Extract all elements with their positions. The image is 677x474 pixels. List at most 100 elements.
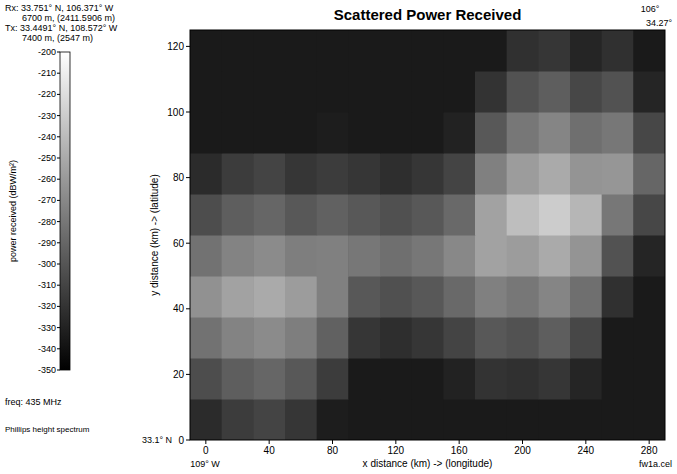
- heatmap-cell: [222, 71, 254, 113]
- heatmap-cell: [443, 317, 475, 359]
- heatmap-cell: [285, 194, 317, 236]
- y-tick-label: 120: [167, 41, 184, 52]
- heatmap-cell: [317, 194, 349, 236]
- heatmap-cell: [253, 153, 285, 195]
- heatmap-cell: [570, 153, 602, 195]
- heatmap-cell: [475, 112, 507, 154]
- heatmap-cell: [633, 358, 665, 400]
- colorbar-tick: [57, 327, 60, 328]
- heatmap-cell: [222, 399, 254, 440]
- x-tick-label: 200: [514, 445, 531, 456]
- heatmap-cell: [253, 358, 285, 400]
- colorbar-tick-label: -250: [38, 153, 56, 163]
- heatmap-cell: [380, 276, 412, 318]
- colorbar-tick: [57, 158, 60, 159]
- heatmap-cell: [412, 112, 444, 154]
- heatmap-cell: [602, 358, 634, 400]
- colorbar-tick: [57, 242, 60, 243]
- x-tick: [395, 440, 396, 444]
- x-tick: [332, 440, 333, 444]
- title: Scattered Power Received: [334, 6, 522, 23]
- heatmap-cell: [475, 399, 507, 440]
- heatmap-cell: [538, 112, 570, 154]
- heatmap-cell: [602, 194, 634, 236]
- x-tick-label: 0: [203, 445, 209, 456]
- heatmap-cell: [507, 30, 539, 72]
- heatmap-cell: [222, 112, 254, 154]
- heatmap-cell: [412, 30, 444, 72]
- colorbar-tick-label: -310: [38, 280, 56, 290]
- heatmap-cell: [317, 112, 349, 154]
- colorbar-tick-label: -200: [38, 47, 56, 57]
- colorbar-tick: [57, 370, 60, 371]
- heatmap-cell: [507, 71, 539, 113]
- heatmap-cell: [570, 317, 602, 359]
- heatmap-cell: [602, 30, 634, 72]
- y-tick: [186, 243, 190, 244]
- heatmap-cell: [538, 235, 570, 277]
- heatmap-cell: [348, 399, 380, 440]
- heatmap-cell: [190, 194, 222, 236]
- heatmap-cell: [222, 235, 254, 277]
- heatmap-cell: [253, 112, 285, 154]
- heatmap-cell: [443, 153, 475, 195]
- heatmap-cell: [443, 30, 475, 72]
- heatmap-cell: [285, 235, 317, 277]
- heatmap-cell: [633, 399, 665, 440]
- annotation: fw1a.cel: [639, 459, 672, 469]
- heatmap-cell: [570, 30, 602, 72]
- colorbar-tick: [57, 306, 60, 307]
- annotation: Rx: 33.751° N, 106.371° W: [5, 3, 114, 13]
- heatmap-cell: [285, 399, 317, 440]
- heatmap-cell: [190, 358, 222, 400]
- heatmap-cell: [443, 358, 475, 400]
- y-tick: [186, 440, 190, 441]
- colorbar-tick-label: -210: [38, 68, 56, 78]
- heatmap-cell: [412, 71, 444, 113]
- heatmap-cell: [538, 399, 570, 440]
- colorbar-title: power received (dBW/m²): [8, 160, 18, 262]
- colorbar-tick-label: -300: [38, 259, 56, 269]
- heatmap-cell: [633, 30, 665, 72]
- heatmap-cell: [253, 194, 285, 236]
- colorbar-tick-label: -290: [38, 238, 56, 248]
- heatmap-cell: [443, 112, 475, 154]
- annotation: 34.27°: [646, 18, 673, 28]
- heatmap-cell: [348, 30, 380, 72]
- heatmap-cell: [538, 71, 570, 113]
- heatmap-cell: [380, 399, 412, 440]
- colorbar-tick: [57, 94, 60, 95]
- heatmap-cell: [507, 317, 539, 359]
- heatmap-cell: [348, 358, 380, 400]
- heatmap-cell: [507, 194, 539, 236]
- y-tick: [186, 374, 190, 375]
- heatmap-cell: [633, 235, 665, 277]
- colorbar-tick-label: -330: [38, 323, 56, 333]
- heatmap-cell: [412, 194, 444, 236]
- heatmap-cell: [507, 358, 539, 400]
- x-tick-label: 280: [641, 445, 658, 456]
- heatmap-cell: [538, 317, 570, 359]
- heatmap-cell: [253, 399, 285, 440]
- heatmap-cell: [253, 71, 285, 113]
- heatmap-cell: [570, 358, 602, 400]
- heatmap-cell: [253, 317, 285, 359]
- heatmap-cell: [475, 358, 507, 400]
- heatmap-cell: [285, 112, 317, 154]
- heatmap-cell: [412, 276, 444, 318]
- heatmap-cell: [317, 71, 349, 113]
- heatmap-cell: [348, 194, 380, 236]
- plot-background: [190, 30, 665, 440]
- heatmap-cell: [507, 153, 539, 195]
- heatmap-cell: [285, 317, 317, 359]
- colorbar-tick-label: -340: [38, 344, 56, 354]
- heatmap-cell: [285, 71, 317, 113]
- heatmap-cell: [253, 30, 285, 72]
- heatmap-cell: [190, 30, 222, 72]
- heatmap-cell: [222, 194, 254, 236]
- heatmap-cell: [222, 276, 254, 318]
- heatmap-cell: [253, 235, 285, 277]
- x-tick: [522, 440, 523, 444]
- heatmap-cell: [348, 71, 380, 113]
- heatmap-cell: [538, 358, 570, 400]
